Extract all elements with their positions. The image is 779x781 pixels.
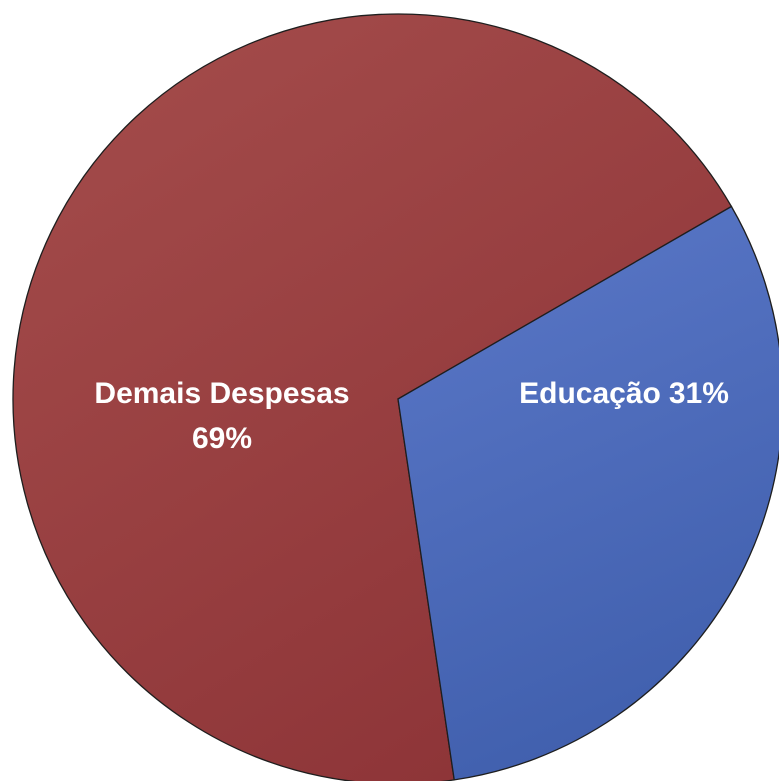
data-label-demais-despesas-percent: 69%	[192, 422, 252, 455]
data-label-educacao: Educação 31%	[519, 377, 729, 410]
data-label-demais-despesas: Demais Despesas	[94, 377, 349, 410]
pie-slice-demais-despesas	[12, 13, 733, 781]
data-label-educacao-name: Educação	[519, 377, 661, 410]
pie-slice-educacao	[397, 205, 779, 781]
data-label-educacao-percent: 31%	[669, 377, 729, 410]
